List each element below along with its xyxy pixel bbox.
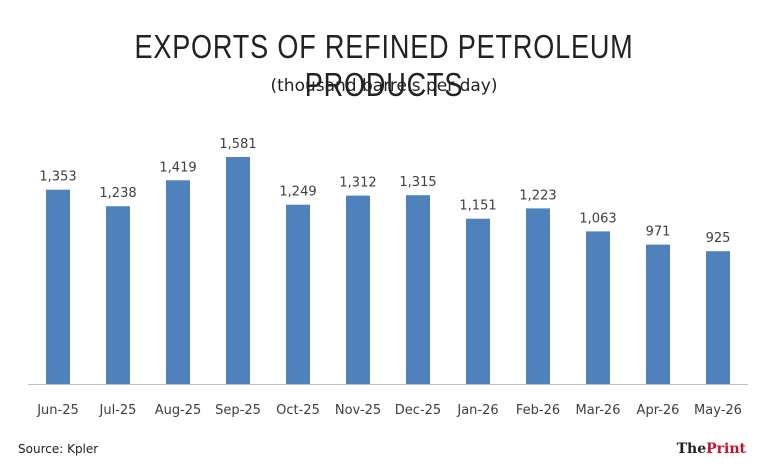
- bar-Mar-26: [586, 231, 610, 384]
- value-label-Feb-26: 1,223: [519, 188, 556, 203]
- brand-name: Print: [706, 441, 746, 457]
- bar-Dec-25: [406, 195, 430, 384]
- bar-Feb-26: [526, 208, 550, 384]
- brand-logo: ThePrint: [677, 441, 746, 457]
- chart-title: EXPORTS OF REFINED PETROLEUM PRODUCTS: [134, 28, 634, 103]
- value-label-Jan-26: 1,151: [459, 199, 496, 214]
- category-label-Jan-26: Jan-26: [456, 403, 498, 418]
- bar-Aug-25: [166, 180, 190, 384]
- brand-prefix: The: [676, 441, 707, 457]
- chart-subtitle: (thousand barrels per day): [270, 76, 498, 96]
- bar-Jun-25: [46, 189, 70, 384]
- value-label-Jun-25: 1,353: [39, 170, 76, 185]
- category-label-Aug-25: Aug-25: [155, 403, 202, 418]
- bar-May-26: [706, 251, 730, 384]
- value-label-Jul-25: 1,238: [99, 186, 136, 201]
- category-label-May-26: May-26: [694, 403, 742, 418]
- value-label-Nov-25: 1,312: [339, 176, 376, 191]
- value-label-Aug-25: 1,419: [159, 160, 196, 175]
- bar-Sep-25: [226, 157, 250, 384]
- category-label-Mar-26: Mar-26: [576, 403, 621, 418]
- value-label-May-26: 925: [706, 231, 731, 246]
- bar-Apr-26: [646, 244, 670, 384]
- category-label-Nov-25: Nov-25: [335, 403, 381, 418]
- category-label-Jun-25: Jun-25: [36, 403, 79, 418]
- bar-Oct-25: [286, 204, 310, 384]
- value-label-Apr-26: 971: [646, 225, 671, 240]
- category-label-Dec-25: Dec-25: [395, 403, 441, 418]
- source-note: Source: Kpler: [18, 442, 99, 456]
- value-label-Oct-25: 1,249: [279, 185, 316, 200]
- value-label-Mar-26: 1,063: [579, 211, 616, 226]
- category-label-Oct-25: Oct-25: [276, 403, 320, 418]
- bar-Jan-26: [466, 218, 490, 384]
- category-label-Jul-25: Jul-25: [99, 403, 137, 418]
- value-label-Dec-25: 1,315: [399, 175, 436, 190]
- value-label-Sep-25: 1,581: [219, 137, 256, 152]
- bar-Nov-25: [346, 195, 370, 384]
- category-label-Feb-26: Feb-26: [516, 403, 560, 418]
- bar-Jul-25: [106, 206, 130, 384]
- category-label-Sep-25: Sep-25: [215, 403, 261, 418]
- category-label-Apr-26: Apr-26: [637, 403, 680, 418]
